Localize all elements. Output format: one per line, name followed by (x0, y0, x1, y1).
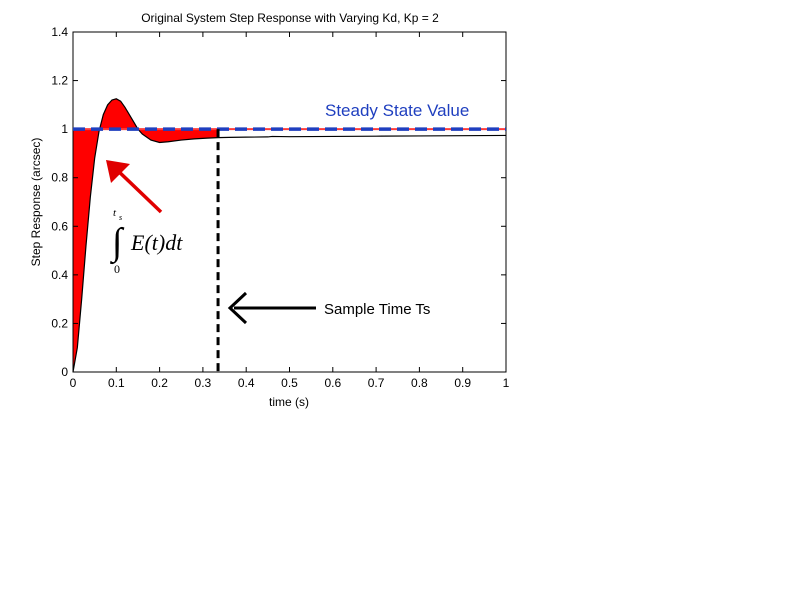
integral-body: E(t)dt (130, 230, 183, 255)
red-arrow (106, 160, 163, 214)
x-tick-label: 0 (70, 376, 77, 390)
y-tick-label: 0.4 (51, 268, 68, 282)
x-tick-label: 0.5 (281, 376, 298, 390)
y-tick-label: 0.2 (51, 316, 68, 330)
integral-lower-limit: 0 (114, 262, 120, 276)
red-arrow-head (106, 160, 130, 183)
integral-sign: ∫ (110, 221, 125, 265)
x-tick-label: 0.3 (195, 376, 212, 390)
integral-annotation: t s ∫ 0 E(t)dt (110, 207, 183, 276)
sample-time-label: Sample Time Ts (324, 301, 430, 318)
x-tick-label: 0.7 (368, 376, 385, 390)
x-tick-label: 0.4 (238, 376, 255, 390)
steady-state-label: Steady State Value (325, 101, 469, 120)
chart-title: Original System Step Response with Varyi… (141, 11, 439, 25)
x-tick-label: 0.1 (108, 376, 125, 390)
step-response-line (72, 98, 507, 373)
black-arrow (227, 291, 316, 325)
x-tick-label: 0.8 (411, 376, 428, 390)
x-tick-label: 0.6 (324, 376, 341, 390)
integral-upper-subscript: s (119, 213, 122, 222)
x-tick-label: 1 (503, 376, 510, 390)
y-axis-label: Step Response (arcsec) (29, 138, 43, 267)
plot-area: 0 0.1 0.2 0.3 0.4 0.5 0.6 0.7 0.8 0.9 1 0 0.2 0.4 0.6 0… (51, 25, 509, 390)
y-tick-label: 0.6 (51, 219, 68, 233)
y-tick-label: 1 (61, 122, 68, 136)
black-arrow-head (227, 291, 248, 325)
axes-box (72, 31, 507, 373)
x-tick-label: 0.2 (151, 376, 168, 390)
y-tick-label: 1.4 (51, 25, 68, 39)
y-tick-label: 0 (61, 365, 68, 379)
red-arrow-shaft (113, 166, 163, 214)
y-tick-label: 1.2 (51, 74, 68, 88)
x-tick-label: 0.9 (454, 376, 471, 390)
integral-upper-limit: t (113, 207, 117, 219)
y-tick-label: 0.8 (51, 171, 68, 185)
x-axis-label: time (s) (269, 395, 309, 409)
